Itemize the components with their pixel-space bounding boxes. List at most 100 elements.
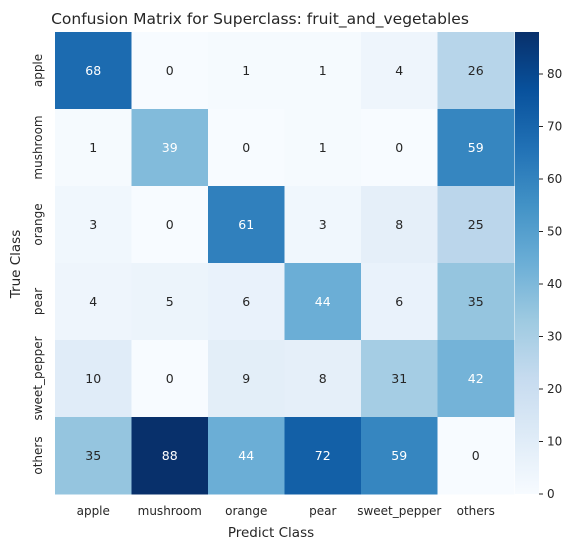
cell-value-label: 5 [166,294,174,309]
heatmap-cell [437,109,515,187]
heatmap-cell [55,109,132,187]
heatmap-cell [55,186,132,264]
colorbar-tick-label: 0 [547,487,555,501]
cell-value-label: 9 [242,371,250,386]
cell-value-label: 88 [162,448,178,463]
heatmap-cell [131,186,209,264]
y-tick-label: apple [31,54,45,87]
cell-value-label: 3 [89,217,97,232]
cell-value-label: 1 [319,63,327,78]
x-axis-ticks: apple mushroom orange pear sweet_pepper other… [77,504,495,518]
cell-value-label: 39 [162,140,178,155]
colorbar-tick-label: 80 [547,67,562,81]
cell-value-label: 42 [468,371,484,386]
heatmap-cell [284,32,362,110]
cell-value-label: 25 [468,217,484,232]
heatmap-cell [131,263,209,341]
colorbar-tick-label: 60 [547,172,562,186]
cell-value-label: 31 [391,371,407,386]
heatmap-cell [284,109,362,187]
heatmap-cell [437,32,515,110]
cell-value-label: 0 [166,63,174,78]
cell-value-label: 4 [395,63,403,78]
colorbar-tick-label: 50 [547,225,562,239]
heatmap-cell [131,340,209,418]
colorbar-tick-label: 20 [547,382,562,396]
colorbar-tick-label: 40 [547,277,562,291]
colorbar-tick-label: 70 [547,120,562,134]
heatmap-cell [361,340,438,418]
heatmap-cell [131,417,209,495]
colorbar [515,32,539,494]
x-tick-label: mushroom [138,504,202,518]
x-tick-label: sweet_pepper [357,504,441,518]
cell-value-label: 8 [319,371,327,386]
heatmap-cell [361,186,438,264]
y-axis-label: True Class [8,230,24,299]
x-tick-label: pear [309,504,336,518]
cell-value-label: 35 [85,448,101,463]
cell-value-label: 72 [315,448,331,463]
cell-value-label: 6 [242,294,250,309]
heatmap-cell [55,263,132,341]
heatmap-cell [361,109,438,187]
heatmap-cell [55,340,132,418]
heatmap-cell [131,109,209,187]
colorbar-tick-label: 10 [547,435,562,449]
heatmap-cell [208,417,285,495]
heatmap-cell [208,109,285,187]
cell-value-label: 0 [242,140,250,155]
cell-value-label: 35 [468,294,484,309]
y-tick-label: pear [31,288,45,315]
heatmap-cell [437,340,515,418]
heatmap-cell [437,186,515,264]
x-axis-label: Predict Class [228,525,314,541]
cell-value-label: 44 [315,294,331,309]
heatmap-cell [284,417,362,495]
x-tick-label: orange [225,504,267,518]
heatmap-cell [361,32,438,110]
cell-value-label: 3 [319,217,327,232]
heatmap-cell [208,340,285,418]
heatmap-cell [284,340,362,418]
cell-value-label: 59 [468,140,484,155]
y-axis-ticks: apple mushroom orange pear sweet_pepperother… [31,54,45,475]
cell-value-label: 1 [242,63,250,78]
cell-value-label: 68 [85,63,101,78]
cell-value-label: 59 [391,448,407,463]
cell-value-label: 44 [238,448,254,463]
y-tick-label: mushroom [31,115,45,179]
heatmap-cell [361,263,438,341]
heatmap-cell [284,263,362,341]
heatmap-cell [437,263,515,341]
cell-value-label: 0 [166,371,174,386]
cell-value-label: 26 [468,63,484,78]
heatmap-cell [55,32,132,110]
heatmap-cell [284,186,362,264]
heatmap-cell [361,417,438,495]
cell-value-label: 61 [238,217,254,232]
cell-value-label: 8 [395,217,403,232]
y-tick-label: others [31,436,45,474]
heatmap-cell [437,417,515,495]
x-tick-label: others [457,504,495,518]
cell-value-label: 4 [89,294,97,309]
heatmap-cell [208,32,285,110]
heatmap-cell [208,263,285,341]
heatmap-cell [208,186,285,264]
cell-value-label: 6 [395,294,403,309]
cell-value-label: 1 [319,140,327,155]
cell-value-label: 0 [472,448,480,463]
heatmap-cell [55,417,132,495]
heatmap-cells [55,32,515,495]
cell-value-label: 0 [166,217,174,232]
cell-value-label: 0 [395,140,403,155]
colorbar-tick-label: 30 [547,330,562,344]
cell-value-label: 1 [89,140,97,155]
cell-value-label: 10 [85,371,101,386]
heatmap-cell [131,32,209,110]
chart-title: Confusion Matrix for Superclass: fruit_a… [51,10,469,29]
y-tick-label: sweet_pepper [31,336,45,420]
